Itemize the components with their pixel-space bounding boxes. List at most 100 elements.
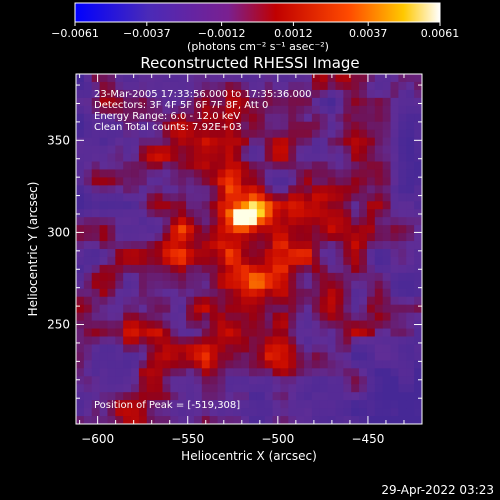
heatmap-cell — [146, 153, 156, 163]
heatmap-cell — [304, 400, 313, 409]
heatmap-cell — [170, 376, 179, 385]
heatmap-cell — [256, 233, 266, 242]
heatmap-cell — [366, 312, 376, 322]
heatmap-cell — [390, 272, 400, 282]
heatmap-cell — [327, 408, 337, 417]
heatmap-cell — [398, 344, 407, 353]
heatmap-cell — [162, 352, 171, 361]
heatmap-cell — [272, 153, 282, 163]
heatmap-cell — [178, 256, 187, 266]
heatmap-cell — [201, 97, 211, 107]
heatmap-cell — [123, 392, 132, 401]
heatmap-cell — [374, 177, 384, 186]
heatmap-cell — [178, 376, 187, 385]
heatmap-cell — [154, 209, 164, 218]
heatmap-cell — [225, 201, 234, 210]
heatmap-cell — [296, 296, 305, 306]
heatmap-cell — [162, 97, 171, 107]
heatmap-cell — [288, 161, 297, 171]
heatmap-cell — [115, 280, 124, 290]
colorbar-tick-labels: −0.0061 −0.0037 −0.0012 0.0012 0.0037 0.0061 — [51, 27, 459, 40]
heatmap-cell — [382, 121, 392, 131]
colorbar-tick-label: 0.0012 — [274, 27, 313, 40]
heatmap-cell — [406, 209, 415, 218]
heatmap-cell — [288, 384, 297, 393]
heatmap-cell — [225, 169, 234, 178]
heatmap-cell — [335, 360, 344, 369]
heatmap-cell — [217, 233, 227, 242]
heatmap-cell — [233, 121, 242, 131]
heatmap-cell — [319, 408, 329, 417]
heatmap-cell — [241, 233, 250, 242]
heatmap-cell — [123, 272, 132, 282]
heatmap-cell — [406, 121, 415, 131]
heatmap-cell — [335, 336, 344, 346]
heatmap-cell — [162, 280, 171, 290]
heatmap-cell — [146, 392, 156, 401]
heatmap-cell — [398, 209, 407, 218]
heatmap-cell — [209, 272, 219, 282]
heatmap-cell — [123, 169, 132, 178]
heatmap-cell — [146, 97, 156, 107]
heatmap-cell — [366, 97, 376, 107]
heatmap-cell — [99, 161, 109, 171]
heatmap-cell — [343, 360, 352, 369]
heatmap-cell — [335, 264, 344, 274]
heatmap-cell — [256, 153, 266, 163]
heatmap-cell — [162, 256, 171, 266]
heatmap-cell — [178, 81, 187, 91]
heatmap-cell — [296, 416, 305, 424]
heatmap-cell — [406, 304, 415, 314]
heatmap-cell — [225, 105, 234, 115]
heatmap-cell — [335, 185, 344, 194]
heatmap-cell — [406, 137, 415, 147]
heatmap-cell — [217, 288, 227, 298]
heatmap-cell — [99, 169, 109, 178]
heatmap-cell — [76, 304, 85, 314]
heatmap-cell — [256, 161, 266, 171]
heatmap-cell — [146, 352, 156, 361]
heatmap-cell — [390, 392, 400, 401]
heatmap-cell — [288, 113, 297, 123]
heatmap-cell — [374, 312, 384, 322]
heatmap-cell — [406, 225, 415, 234]
heatmap-cell — [217, 344, 227, 353]
heatmap-cell — [131, 225, 140, 234]
heatmap-cell — [249, 193, 258, 202]
heatmap-cell — [256, 129, 266, 139]
heatmap-cell — [382, 296, 392, 306]
heatmap-cell — [123, 288, 132, 298]
heatmap-cell — [398, 256, 407, 266]
heatmap-cell — [138, 225, 148, 234]
heatmap-cell — [107, 241, 116, 250]
heatmap-cell — [390, 193, 400, 202]
heatmap-cell — [249, 225, 258, 234]
heatmap-cell — [390, 288, 400, 298]
heatmap-cell — [327, 233, 337, 242]
heatmap-cell — [99, 400, 109, 409]
heatmap-cell — [249, 264, 258, 274]
heatmap-cell — [83, 74, 93, 83]
y-tick-label: 250 — [47, 318, 70, 332]
heatmap-cell — [138, 312, 148, 322]
heatmap-cell — [241, 249, 250, 258]
heatmap-cell — [382, 209, 392, 218]
heatmap-cell — [249, 304, 258, 314]
heatmap-cell — [327, 225, 337, 234]
heatmap-cell — [178, 280, 187, 290]
heatmap-cell — [280, 304, 289, 314]
heatmap-cell — [146, 344, 156, 353]
heatmap-cell — [288, 81, 297, 91]
heatmap-cell — [296, 113, 305, 123]
heatmap-cell — [335, 272, 344, 282]
heatmap-cell — [296, 97, 305, 107]
heatmap-cell — [241, 225, 250, 234]
heatmap-cell — [249, 121, 258, 131]
heatmap-cell — [335, 74, 344, 83]
heatmap-cell — [91, 169, 101, 178]
heatmap-cell — [154, 264, 164, 274]
heatmap-cell — [146, 241, 156, 250]
heatmap-cell — [359, 288, 368, 298]
heatmap-cell — [154, 256, 164, 266]
heatmap-cell — [382, 280, 392, 290]
